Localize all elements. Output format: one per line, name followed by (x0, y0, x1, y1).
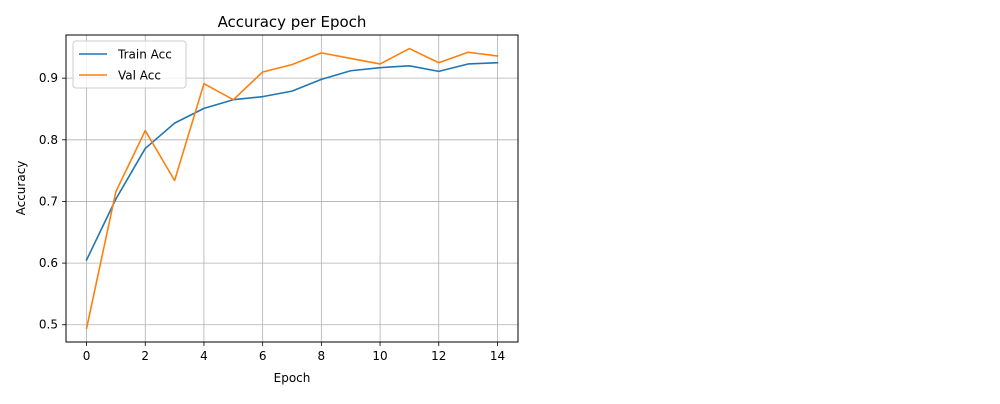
tick-layer: 0 2 4 6 8 10 12 14 0.5 0.6 0.7 0.8 0.9 (39, 71, 505, 363)
series-layer (85, 47, 499, 330)
x-axis-label: Epoch (274, 371, 311, 385)
x-tick-label: 4 (200, 349, 208, 363)
series-line-val-acc (85, 47, 499, 330)
legend-box (72, 40, 187, 89)
x-tick-label: 6 (259, 349, 267, 363)
x-tick-label: 12 (431, 349, 446, 363)
y-tick-label: 0.7 (39, 194, 58, 208)
y-axis-label: Accuracy (14, 161, 28, 216)
plot-area-frame (65, 34, 519, 343)
x-tick-label: 2 (141, 349, 149, 363)
y-tick-label: 0.9 (39, 71, 58, 85)
legend: Train Acc Val Acc (72, 40, 187, 89)
y-tick-label: 0.5 (39, 318, 58, 332)
chart-title: Accuracy per Epoch (218, 13, 367, 31)
x-tick-label: 14 (490, 349, 505, 363)
legend-label-train-acc: Train Acc (117, 48, 172, 62)
x-tick-label: 0 (83, 349, 91, 363)
y-tick-label: 0.8 (39, 133, 58, 147)
x-tick-label: 8 (318, 349, 326, 363)
y-tick-label: 0.6 (39, 256, 58, 270)
legend-label-val-acc: Val Acc (118, 69, 161, 83)
series-line-train-acc (85, 61, 499, 262)
x-tick-label: 10 (372, 349, 387, 363)
